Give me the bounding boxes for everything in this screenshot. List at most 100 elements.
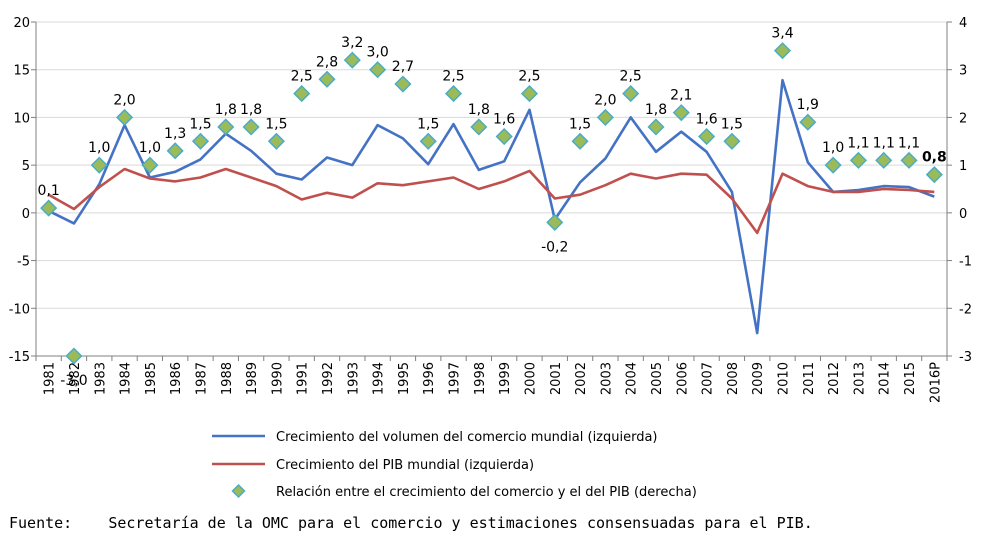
ratio-data-label: 1,6 <box>695 112 717 128</box>
x-tick-label: 1989 <box>245 362 260 395</box>
ratio-data-label: 1,3 <box>164 126 186 142</box>
x-axis-ticks: 1981 1982 1983 1984 1985 1986 1987 1988 1989 1990… <box>35 356 948 403</box>
x-tick-label: 2010 <box>777 362 792 395</box>
ratio-marker <box>698 127 716 146</box>
ratio-marker <box>419 132 437 150</box>
axes <box>35 22 948 357</box>
ratio-marker <box>293 85 311 103</box>
x-tick-label: 1993 <box>346 362 361 395</box>
ratio-data-label: 2,0 <box>113 92 135 108</box>
ratio-marker <box>520 85 539 103</box>
ratio-data-label: 1,0 <box>139 140 161 156</box>
ratio-marker <box>242 118 260 136</box>
x-tick-label: 2008 <box>726 362 741 395</box>
ratio-data-labels: 0,1-3,01,02,01,01,31,51,8 1,81,52,52,83,2… <box>38 26 947 389</box>
ratio-data-label: 1,8 <box>215 102 237 118</box>
ratio-data-label: 3,4 <box>771 26 793 42</box>
ratio-data-label: 1,5 <box>721 116 743 132</box>
ratio-data-label: 1,9 <box>797 97 819 113</box>
x-tick-label: 1991 <box>296 362 311 395</box>
ratio-data-label: 1,0 <box>88 140 110 156</box>
right-tick-label: 3 <box>959 64 967 79</box>
ratio-data-label: 3,0 <box>366 45 388 61</box>
x-tick-label: 2000 <box>523 362 538 395</box>
ratio-marker <box>875 151 893 169</box>
ratio-marker <box>470 118 488 136</box>
x-tick-label: 1981 <box>43 362 58 395</box>
x-tick-label: 1987 <box>194 362 209 395</box>
x-tick-label: 2006 <box>675 362 690 395</box>
x-tick-label: 2015 <box>903 362 918 395</box>
ratio-marker <box>343 51 361 69</box>
ratio-marker <box>217 118 235 136</box>
ratio-data-label: 1,5 <box>265 116 287 132</box>
ratio-marker <box>824 156 842 174</box>
source-label: Fuente: <box>9 514 73 532</box>
ratio-marker <box>90 156 108 174</box>
x-tick-label: 2013 <box>852 362 867 395</box>
x-tick-label: 2002 <box>574 362 589 395</box>
ratio-data-label: 2,0 <box>594 92 616 108</box>
ratio-data-label: 1,5 <box>569 116 591 132</box>
x-tick-label: 1990 <box>270 362 285 395</box>
legend: Crecimiento del volumen del comercio mun… <box>212 430 697 500</box>
left-tick-label: -15 <box>9 350 30 365</box>
x-tick-label: 2009 <box>751 362 766 395</box>
ratio-marker <box>495 127 513 146</box>
x-tick-label: 1985 <box>144 362 159 395</box>
left-tick-label: -10 <box>9 302 30 317</box>
x-tick-label: 1988 <box>220 362 235 395</box>
ratio-data-label: 1,1 <box>873 135 895 151</box>
ratio-data-label: 0,1 <box>38 183 60 199</box>
ratio-marker <box>166 142 184 160</box>
ratio-marker <box>191 132 210 150</box>
x-tick-label: 1986 <box>169 362 184 395</box>
left-tick-label: 10 <box>13 111 30 126</box>
right-tick-label: -1 <box>959 255 972 270</box>
x-tick-label: 1994 <box>372 362 387 395</box>
ratio-marker <box>773 42 792 60</box>
ratio-marker <box>622 85 640 103</box>
ratio-marker <box>546 213 564 231</box>
ratio-marker <box>65 347 83 365</box>
ratio-marker <box>723 132 741 150</box>
x-tick-label: 2012 <box>827 362 842 395</box>
x-tick-label: 2004 <box>625 362 640 395</box>
right-axis-ticks: -3 -2 -1 0 1 2 3 4 <box>947 16 972 365</box>
series-line-1 <box>48 167 935 235</box>
left-tick-label: 5 <box>22 159 30 174</box>
x-tick-label: 2001 <box>549 362 564 395</box>
x-tick-label: 1999 <box>498 362 513 395</box>
ratio-markers <box>40 42 943 365</box>
legend-swatch-2 <box>231 483 246 499</box>
ratio-marker <box>394 75 412 93</box>
ratio-data-label: 2,8 <box>316 54 338 70</box>
x-tick-label: 2016P <box>928 362 943 403</box>
series-lines <box>48 78 935 335</box>
x-tick-label: 1983 <box>93 362 108 395</box>
ratio-marker <box>267 132 285 150</box>
x-tick-label: 2011 <box>802 362 817 395</box>
right-tick-label: -2 <box>959 302 972 317</box>
source-text: Secretaría de la OMC para el comercio y … <box>108 514 813 532</box>
ratio-marker <box>849 151 867 169</box>
x-tick-label: 2003 <box>599 362 614 395</box>
ratio-data-label: 1,0 <box>822 140 844 156</box>
legend-label-0: Crecimiento del volumen del comercio mun… <box>276 430 658 445</box>
ratio-marker <box>116 108 134 126</box>
ratio-marker <box>799 113 817 131</box>
x-tick-label: 1998 <box>473 362 488 395</box>
ratio-data-label: 2,5 <box>442 69 464 85</box>
left-tick-label: -5 <box>17 255 30 270</box>
ratio-data-label: 1,8 <box>468 102 490 118</box>
ratio-data-label: 2,1 <box>670 88 692 104</box>
legend-label-2: Relación entre el crecimiento del comerc… <box>276 485 697 500</box>
ratio-marker <box>596 108 614 126</box>
gridlines <box>36 21 947 357</box>
right-tick-label: 0 <box>959 207 967 222</box>
left-tick-label: 20 <box>13 16 30 31</box>
ratio-marker <box>318 70 336 88</box>
x-tick-label: 1997 <box>448 362 463 395</box>
right-tick-label: 4 <box>959 16 967 31</box>
ratio-marker <box>925 166 943 184</box>
